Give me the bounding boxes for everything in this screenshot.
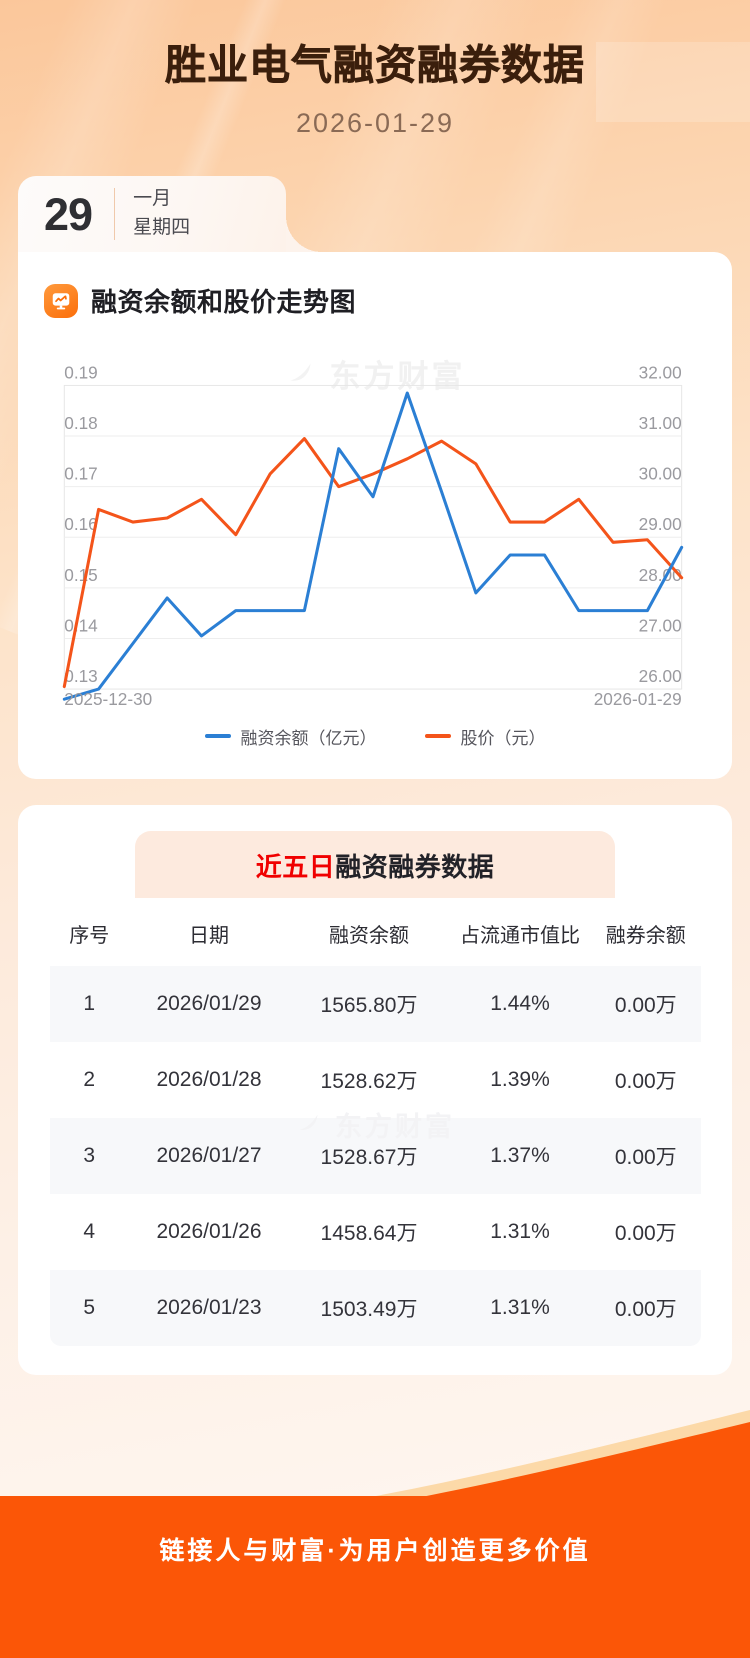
cell-short: 0.00万	[614, 1221, 677, 1245]
svg-text:29.00: 29.00	[639, 514, 682, 534]
x-axis-end-label: 2026-01-29	[594, 690, 682, 706]
date-chip-month: 一月	[133, 188, 172, 210]
cell-short: 0.00万	[614, 1069, 677, 1093]
svg-text:32.00: 32.00	[639, 363, 682, 383]
table-banner-highlight: 近五日	[255, 851, 336, 882]
footer-slogan: 链接人与财富·为用户创造更多价值	[159, 1537, 591, 1565]
cell-ratio: 1.39%	[490, 1067, 550, 1091]
cell-no: 4	[83, 1219, 96, 1243]
table-header-row: 序号 日期 融资余额 占流通市值比 融券余额	[50, 899, 701, 966]
page-footer: 链接人与财富·为用户创造更多价值	[0, 1400, 750, 1658]
col-header-balance: 融资余额	[329, 924, 409, 947]
table-row: 3 2026/01/27 1528.67万 1.37% 0.00万	[49, 1117, 701, 1194]
cell-ratio: 1.37%	[490, 1143, 550, 1167]
chart-legend: 融资余额（亿元） 股价（元）	[40, 724, 710, 749]
cell-ratio: 1.31%	[490, 1219, 550, 1243]
chart-panel: 融资余额和股价走势图 东方财富 0.19 0.18 0.17 0.16 0.15…	[18, 252, 732, 779]
cell-date: 2026/01/23	[156, 1295, 262, 1319]
date-chip-weekday: 星期四	[133, 217, 191, 239]
cell-date: 2026/01/29	[156, 991, 262, 1015]
footer-body: 链接人与财富·为用户创造更多价值	[0, 1496, 750, 1658]
svg-text:30.00: 30.00	[639, 464, 682, 484]
cell-no: 3	[83, 1143, 96, 1167]
svg-text:26.00: 26.00	[639, 666, 682, 686]
table-row: 5 2026/01/23 1503.49万 1.31% 0.00万	[49, 1269, 701, 1346]
table-row: 4 2026/01/26 1458.64万 1.31% 0.00万	[49, 1193, 701, 1270]
col-header-ratio: 占流通市值比	[460, 924, 580, 947]
table-row: 1 2026/01/29 1565.80万 1.44% 0.00万	[49, 965, 701, 1042]
cell-short: 0.00万	[614, 1145, 677, 1169]
page-date: 2026-01-29	[295, 108, 455, 139]
svg-text:0.18: 0.18	[64, 413, 97, 433]
cell-date: 2026/01/26	[156, 1219, 262, 1243]
page-header: 胜业电气融资融券数据 2026-01-29	[0, 0, 750, 139]
table-banner-rest: 融资融券数据	[335, 851, 495, 882]
table-body: 1 2026/01/29 1565.80万 1.44% 0.00万 2 2026…	[49, 965, 701, 1346]
svg-text:0.17: 0.17	[64, 464, 97, 484]
table-card: 东方财富 近五日融资融券数据 序号 日期 融资余额 占流通市值比 融券余额 1 …	[18, 804, 732, 1375]
col-header-date: 日期	[189, 924, 229, 947]
col-header-short: 融券余额	[605, 924, 686, 947]
cell-short: 0.00万	[614, 993, 677, 1017]
chart-section-title: 融资余额和股价走势图	[91, 287, 357, 318]
legend-label-price: 股价（元）	[460, 728, 546, 748]
cell-balance: 1565.80万	[320, 993, 418, 1017]
date-chip-divider	[114, 188, 116, 241]
col-header-no: 序号	[69, 924, 110, 947]
date-chip: 29 一月 星期四	[18, 176, 322, 253]
svg-text:0.19: 0.19	[64, 363, 97, 383]
cell-ratio: 1.31%	[490, 1295, 550, 1319]
cell-date: 2026/01/27	[156, 1143, 262, 1167]
date-chip-day: 29	[44, 188, 93, 240]
cell-no: 5	[83, 1295, 96, 1319]
svg-text:31.00: 31.00	[639, 413, 682, 433]
cell-ratio: 1.44%	[490, 991, 550, 1015]
chart-container: 东方财富 0.19 0.18 0.17 0.16 0.15 0.14 0.13 …	[18, 349, 732, 748]
chart-monitor-icon	[44, 283, 78, 318]
legend-swatch-price	[424, 734, 451, 738]
page-title: 胜业电气融资融券数据	[165, 42, 585, 89]
cell-no: 2	[83, 1067, 96, 1091]
finance-line-chart: 0.19 0.18 0.17 0.16 0.15 0.14 0.13 32.00…	[62, 363, 684, 706]
svg-text:0.15: 0.15	[64, 565, 97, 585]
cell-short: 0.00万	[614, 1297, 677, 1321]
cell-balance: 1503.49万	[320, 1297, 418, 1321]
svg-text:28.00: 28.00	[639, 565, 682, 585]
table-row: 2 2026/01/28 1528.62万 1.39% 0.00万	[49, 1041, 701, 1118]
cell-balance: 1528.62万	[320, 1069, 418, 1093]
svg-text:0.14: 0.14	[64, 616, 98, 636]
legend-item-balance: 融资余额（亿元）	[204, 724, 377, 749]
table-banner-title: 近五日融资融券数据	[135, 847, 615, 884]
svg-text:27.00: 27.00	[639, 616, 682, 636]
date-chip-text: 一月 星期四	[133, 185, 190, 243]
footer-curve	[0, 1410, 750, 1520]
cell-date: 2026/01/28	[156, 1067, 262, 1091]
chart-section-header: 融资余额和股价走势图	[18, 282, 732, 319]
svg-text:0.13: 0.13	[64, 666, 97, 686]
x-axis-start-label: 2025-12-30	[64, 690, 152, 706]
cell-no: 1	[83, 991, 96, 1015]
legend-label-balance: 融资余额（亿元）	[240, 728, 377, 748]
table-banner: 近五日融资融券数据	[135, 830, 615, 898]
cell-balance: 1528.67万	[320, 1145, 418, 1169]
svg-text:0.16: 0.16	[64, 514, 97, 534]
legend-item-price: 股价（元）	[424, 724, 546, 749]
legend-swatch-balance	[204, 734, 231, 738]
margin-trading-table: 序号 日期 融资余额 占流通市值比 融券余额 1 2026/01/29 1565…	[48, 897, 702, 1347]
cell-balance: 1458.64万	[320, 1221, 418, 1245]
